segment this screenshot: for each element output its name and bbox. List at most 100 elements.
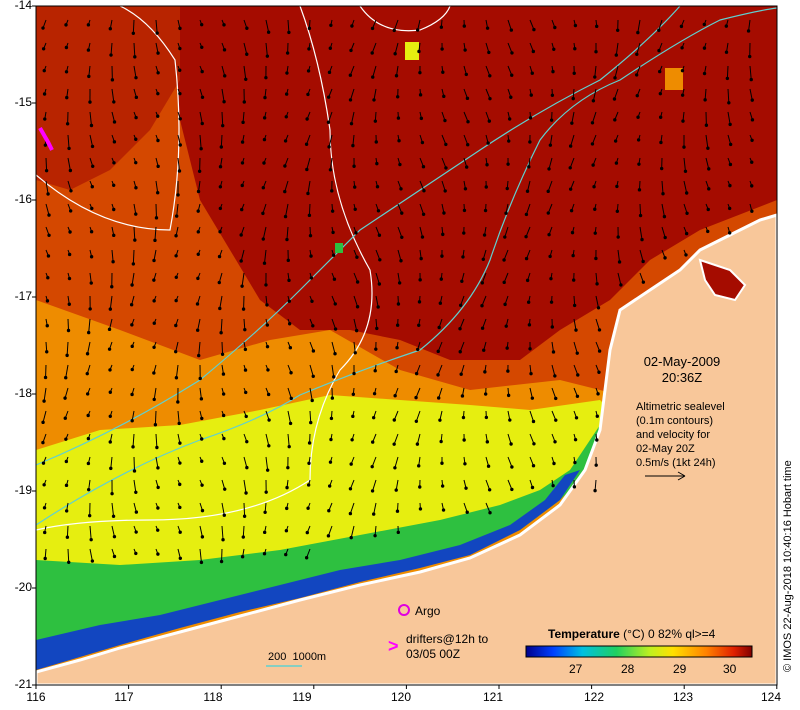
velocity-arrow-head <box>570 121 574 125</box>
velocity-arrow-head <box>504 211 508 215</box>
velocity-arrow <box>485 88 491 99</box>
velocity-arrow-head <box>373 119 378 123</box>
velocity-arrow-head <box>638 213 643 218</box>
velocity-arrow-head <box>41 440 45 445</box>
velocity-arrow <box>705 134 709 149</box>
velocity-arrow-head <box>595 438 599 442</box>
velocity-arrow-head <box>284 552 288 557</box>
velocity-arrow-head <box>597 349 602 353</box>
velocity-arrow-head <box>394 369 398 374</box>
velocity-arrow-head <box>394 74 399 78</box>
velocity-arrow <box>727 88 730 103</box>
velocity-arrow-head <box>414 419 419 423</box>
velocity-arrow-head <box>465 510 469 514</box>
velocity-arrow-head <box>441 232 445 237</box>
velocity-arrow-head <box>200 483 204 487</box>
velocity-arrow-head <box>657 48 661 53</box>
velocity-arrow-head <box>174 275 178 280</box>
velocity-arrow <box>661 180 664 194</box>
velocity-arrow <box>132 249 135 264</box>
lon-label: 118 <box>203 690 223 704</box>
velocity-arrow <box>349 502 355 514</box>
velocity-arrow <box>595 318 600 331</box>
velocity-arrow-head <box>485 163 489 167</box>
velocity-arrow <box>507 19 512 31</box>
velocity-arrow-head <box>86 413 90 418</box>
velocity-arrow-head <box>222 100 226 104</box>
velocity-arrow <box>262 226 267 240</box>
velocity-arrow <box>67 134 70 149</box>
velocity-arrow-head <box>244 414 248 419</box>
velocity-arrow-head <box>239 259 243 263</box>
velocity-arrow <box>66 341 69 356</box>
velocity-arrow-head <box>393 466 397 470</box>
velocity-arrow-head <box>112 140 117 144</box>
velocity-arrow-head <box>243 347 248 352</box>
velocity-arrow-head <box>393 393 397 398</box>
velocity-arrow-head <box>680 68 685 73</box>
velocity-arrow <box>109 295 113 310</box>
velocity-arrow <box>726 65 729 79</box>
info-block: Altimetric sealevel (0.1m contours) and … <box>636 400 725 470</box>
velocity-arrow-head <box>43 375 48 380</box>
velocity-arrow-head <box>465 96 470 101</box>
velocity-arrow-head <box>509 442 513 446</box>
velocity-arrow-head <box>287 299 292 303</box>
velocity-arrow <box>241 272 245 287</box>
velocity-arrow-head <box>267 418 271 422</box>
velocity-arrow-head <box>416 347 420 352</box>
date-time-block: 02-May-2009 20:36Z <box>632 354 732 386</box>
velocity-arrow-head <box>178 556 183 560</box>
velocity-arrow <box>373 88 377 100</box>
velocity-arrow-head <box>195 302 200 306</box>
velocity-arrow <box>395 479 399 491</box>
velocity-arrow-head <box>200 416 204 421</box>
velocity-arrow-head <box>395 323 400 327</box>
green-patch <box>335 243 343 253</box>
velocity-arrow-head <box>286 465 290 470</box>
velocity-arrow-head <box>196 276 200 281</box>
velocity-arrow-head <box>87 513 92 518</box>
velocity-arrow-head <box>415 442 420 446</box>
velocity-arrow <box>306 157 311 170</box>
velocity-arrow <box>265 42 268 57</box>
velocity-arrow-head <box>221 123 225 128</box>
velocity-arrow <box>111 502 115 517</box>
velocity-arrow-head <box>200 121 204 126</box>
velocity-arrow-head <box>502 280 506 285</box>
velocity-arrow <box>243 502 246 517</box>
velocity-arrow-head <box>307 26 312 31</box>
velocity-arrow-head <box>134 490 138 495</box>
velocity-arrow-head <box>333 327 338 331</box>
velocity-arrow-head <box>43 556 47 561</box>
velocity-arrow <box>419 226 423 238</box>
velocity-arrow-head <box>65 353 69 358</box>
velocity-arrow-head <box>41 26 45 30</box>
velocity-arrow-head <box>134 186 138 190</box>
argo-label: Argo <box>415 604 441 618</box>
velocity-arrow-head <box>264 283 268 287</box>
velocity-arrow-head <box>531 49 536 54</box>
velocity-arrow-head <box>483 370 487 374</box>
velocity-arrow-head <box>484 415 489 420</box>
velocity-arrow-head <box>464 165 469 169</box>
sea-warm-left <box>36 6 180 190</box>
velocity-arrow <box>132 433 135 447</box>
drifter-track <box>38 127 54 151</box>
velocity-arrow-head <box>462 24 467 28</box>
velocity-arrow-head <box>112 100 116 104</box>
velocity-arrow-head <box>418 93 423 97</box>
velocity-arrow-head <box>107 347 112 351</box>
velocity-arrow-head <box>330 396 335 400</box>
velocity-arrow-head <box>615 184 619 189</box>
velocity-arrow <box>573 318 577 331</box>
velocity-arrow-head <box>218 230 222 234</box>
velocity-arrow-head <box>221 413 226 418</box>
velocity-arrow-head <box>86 461 91 466</box>
velocity-arrow-head <box>354 231 358 235</box>
velocity-arrow-head <box>374 347 378 351</box>
velocity-arrow-head <box>746 29 751 33</box>
velocity-arrow <box>221 502 225 516</box>
velocity-arrow-head <box>289 371 293 375</box>
velocity-arrow <box>375 249 381 260</box>
